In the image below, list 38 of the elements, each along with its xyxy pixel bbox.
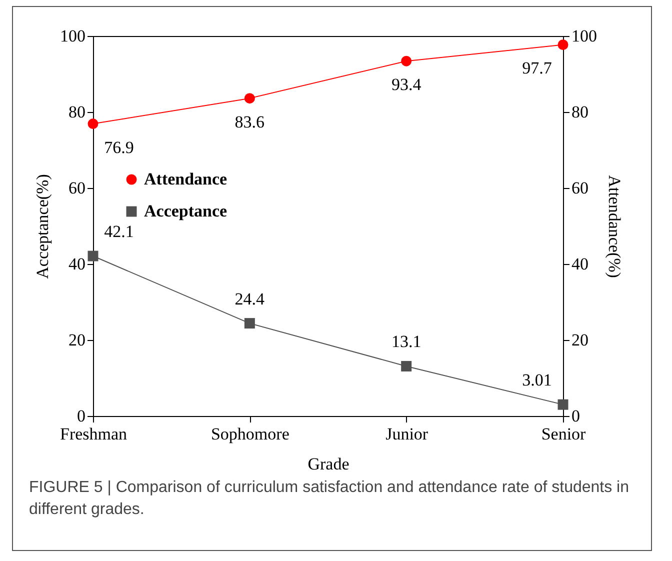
y2-tick-label: 40: [572, 254, 588, 274]
y2-tick-label: 0: [572, 406, 580, 426]
x-tick-label: Sophomore: [210, 424, 290, 444]
y2-tick-label: 60: [572, 178, 588, 198]
point: [401, 360, 412, 372]
point: [558, 399, 568, 410]
data-label: 76.9: [104, 138, 134, 157]
y-tick-label: 100: [60, 26, 86, 46]
x-axis-title: Grade: [308, 454, 350, 474]
y-tick-label: 40: [68, 254, 86, 274]
data-label: 93.4: [391, 75, 422, 94]
legend-label: Attendance: [144, 170, 228, 188]
y2-tick-label: 100: [572, 26, 597, 46]
y-tick-label: 80: [68, 102, 86, 122]
x-tick-label: Senior: [541, 424, 586, 444]
data-label: 3.01: [522, 370, 552, 390]
point: [401, 56, 412, 66]
data-label: 97.7: [522, 58, 552, 78]
data-label: 42.1: [104, 222, 134, 242]
y-tick-label: 0: [77, 406, 86, 426]
data-label: 13.1: [391, 332, 422, 352]
y-tick-label: 20: [68, 330, 86, 350]
y2-tick-label: 20: [572, 330, 588, 350]
x-tick-label: Junior: [386, 424, 428, 444]
point: [558, 40, 568, 50]
y-axis-title: Acceptance(%): [33, 174, 52, 279]
caption: FIGURE 5 | Comparison of curriculum satisfaction and attendance rate of students in different grades.: [29, 478, 629, 520]
point: [88, 250, 98, 262]
y2-axis-title: Attendance(%): [605, 175, 624, 278]
y2-tick-label: 80: [572, 102, 588, 122]
point: [244, 318, 255, 329]
data-label: 24.4: [234, 289, 266, 308]
point: [88, 118, 98, 130]
point: [244, 93, 255, 104]
data-label: 83.6: [234, 112, 265, 132]
legend-label: Acceptance: [144, 202, 228, 220]
y-tick-label: 60: [68, 178, 86, 198]
x-tick-label: Freshman: [60, 424, 128, 444]
